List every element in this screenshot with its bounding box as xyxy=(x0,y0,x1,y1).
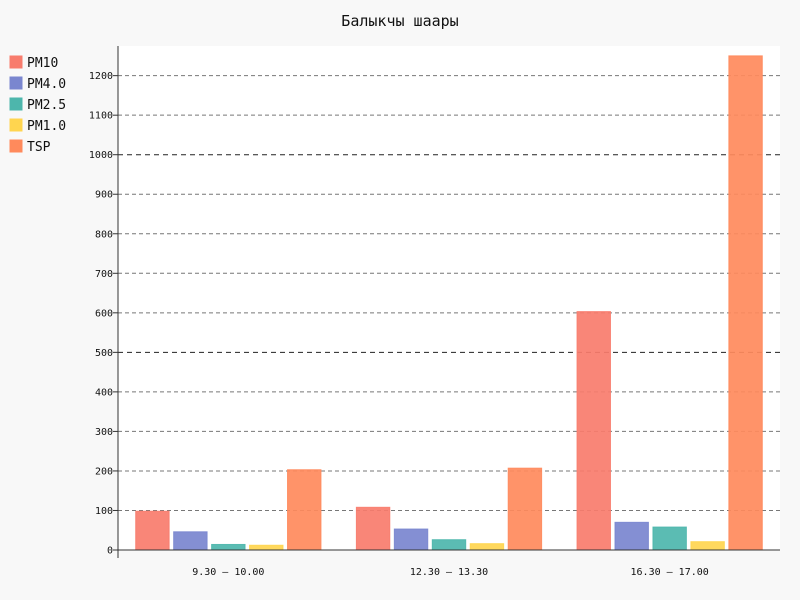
legend-label: PM2.5 xyxy=(27,98,66,113)
bar-pm40-1 xyxy=(173,531,208,551)
y-tick-label: 0 xyxy=(107,546,113,557)
y-tick-label: 200 xyxy=(95,466,113,477)
bar-pm25-1 xyxy=(211,543,246,551)
bar-pm25-3 xyxy=(652,526,687,551)
bar-tsp-1 xyxy=(287,469,322,551)
y-tick-label: 1000 xyxy=(89,150,113,161)
bar-pm25-2 xyxy=(431,539,467,551)
x-tick-labels: 9.30 – 10.00 12.30 – 13.30 16.30 – 17.00 xyxy=(192,567,709,578)
y-tick-label: 700 xyxy=(95,269,113,280)
bar-pm40-2 xyxy=(393,528,429,551)
y-tick-label: 800 xyxy=(95,229,113,240)
legend-label: PM4.0 xyxy=(27,77,66,92)
plot-area xyxy=(118,46,780,550)
y-tick-label: 100 xyxy=(95,506,113,517)
bar-pm10-1 xyxy=(135,510,170,551)
x-tick-label: 9.30 – 10.00 xyxy=(192,567,264,578)
legend-swatch xyxy=(9,97,23,111)
bar-pm10-2 xyxy=(355,506,391,551)
bar-pm40-3 xyxy=(614,521,649,551)
bar-pm10-3 xyxy=(690,541,725,551)
y-tick-label: 1200 xyxy=(89,71,113,82)
y-tick-label: 600 xyxy=(95,308,113,319)
y-tick-label: 1100 xyxy=(89,111,113,122)
x-tick-label: 12.30 – 13.30 xyxy=(410,567,488,578)
legend-swatch xyxy=(9,139,23,153)
y-tick-label: 900 xyxy=(95,190,113,201)
gridlines xyxy=(118,75,780,511)
chart-title: Балыкчы шаары xyxy=(341,12,458,30)
y-tick-label: 300 xyxy=(95,427,113,438)
bar-tsp-2 xyxy=(507,467,543,551)
legend: PM10 PM4.0 PM2.5 PM1.0 TSP xyxy=(9,55,66,155)
y-tick-label: 400 xyxy=(95,387,113,398)
legend-swatch xyxy=(9,118,23,132)
axes xyxy=(117,46,780,558)
bar-pm10-2 xyxy=(469,543,505,551)
y-tick-label: 500 xyxy=(95,348,113,359)
legend-label: PM10 xyxy=(27,56,58,71)
legend-label: TSP xyxy=(27,140,51,155)
bar-pm10-3 xyxy=(576,311,611,551)
x-tick-label: 16.30 – 17.00 xyxy=(631,567,709,578)
legend-swatch xyxy=(9,55,23,69)
y-tick-labels: 0 100 200 300 400 500 600 700 800 900 1000 1100 1200 xyxy=(89,71,118,557)
bar-pm10-1 xyxy=(249,544,284,551)
bar-tsp-3 xyxy=(728,55,763,551)
legend-label: PM1.0 xyxy=(27,119,66,134)
legend-swatch xyxy=(9,76,23,90)
